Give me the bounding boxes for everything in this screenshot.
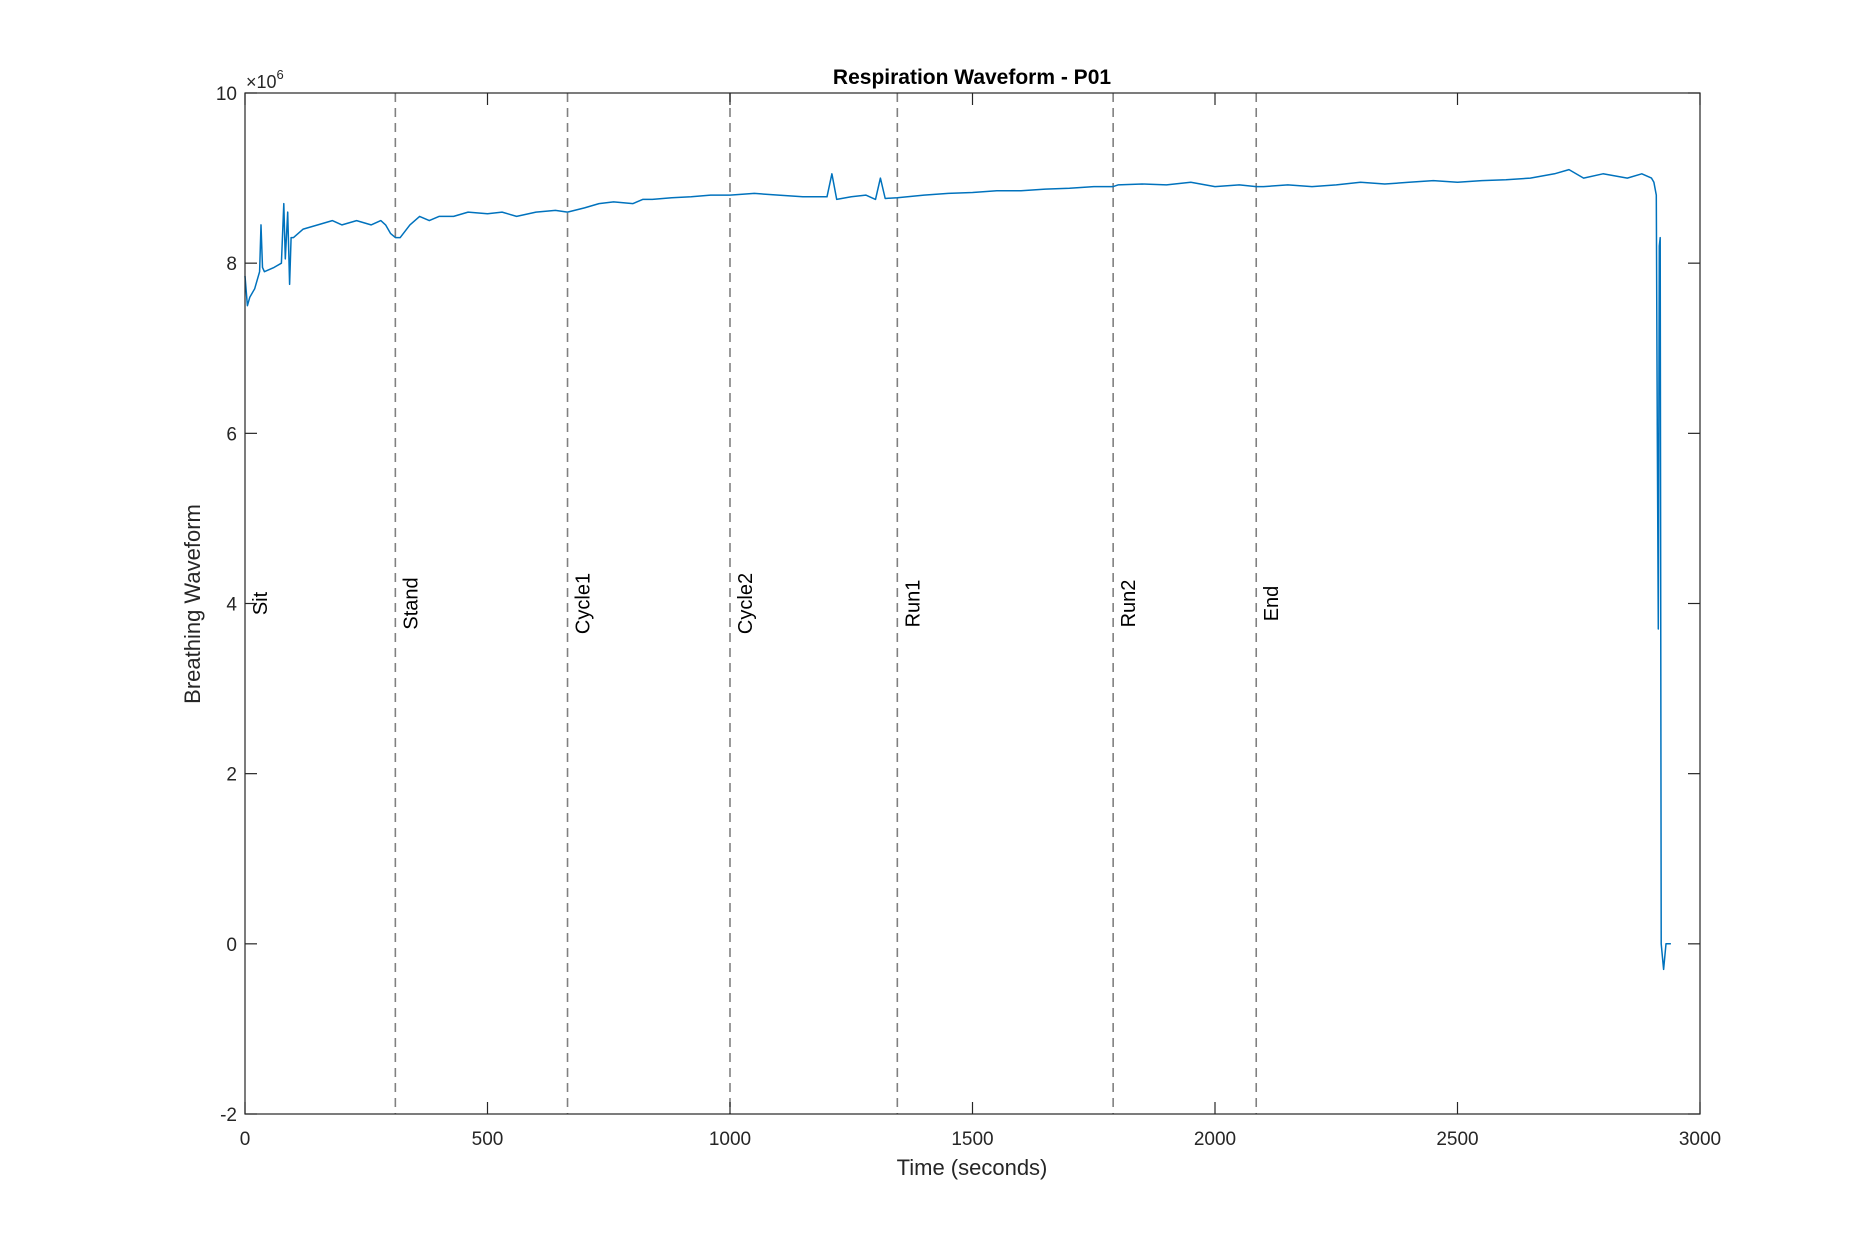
y-axis-ticks: -2 0 2 4 6 8 10 <box>216 84 1700 1126</box>
x-tick-label: 2000 <box>1194 1129 1236 1150</box>
y-scale-multiplier: ×10 <box>246 72 277 92</box>
y-axis-label: Breathing Waveform <box>180 504 205 704</box>
event-marker-label: Cycle1 <box>573 573 595 634</box>
event-marker-label: Stand <box>400 577 422 629</box>
x-tick-label: 2500 <box>1436 1129 1478 1150</box>
y-scale-exponent: 6 <box>277 67 284 82</box>
chart-title: Respiration Waveform - P01 <box>833 66 1111 89</box>
breathing-waveform-line <box>244 168 1671 971</box>
y-tick-label: 8 <box>226 254 237 275</box>
event-marker-label: Run1 <box>902 580 924 628</box>
event-marker-label: Run2 <box>1118 580 1140 628</box>
x-tick-label: 3000 <box>1679 1129 1721 1150</box>
event-marker-label: End <box>1261 586 1283 622</box>
x-axis-label: Time (seconds) <box>897 1155 1048 1180</box>
event-marker-labels: Sit Stand Cycle1 Cycle2 Run1 Run2 End <box>250 573 1283 634</box>
event-marker-lines <box>394 93 1258 1114</box>
y-tick-label: 2 <box>226 765 237 786</box>
event-marker-label: Sit <box>250 591 272 615</box>
y-tick-label: 10 <box>216 84 237 105</box>
x-tick-label: 1500 <box>951 1129 993 1150</box>
event-marker-label: Cycle2 <box>735 573 757 634</box>
x-axis-ticks: 0 500 1000 1500 2000 2500 3000 <box>240 93 1721 1150</box>
y-tick-label: 6 <box>226 424 237 445</box>
y-scale-exponent-label: ×106 <box>246 67 284 92</box>
x-tick-label: 1000 <box>709 1129 751 1150</box>
y-tick-label: 0 <box>226 935 237 956</box>
plot-area <box>245 93 1700 1114</box>
x-tick-label: 500 <box>472 1129 504 1150</box>
y-tick-label: -2 <box>220 1105 237 1126</box>
x-tick-label: 0 <box>240 1129 251 1150</box>
y-tick-label: 4 <box>226 595 237 616</box>
